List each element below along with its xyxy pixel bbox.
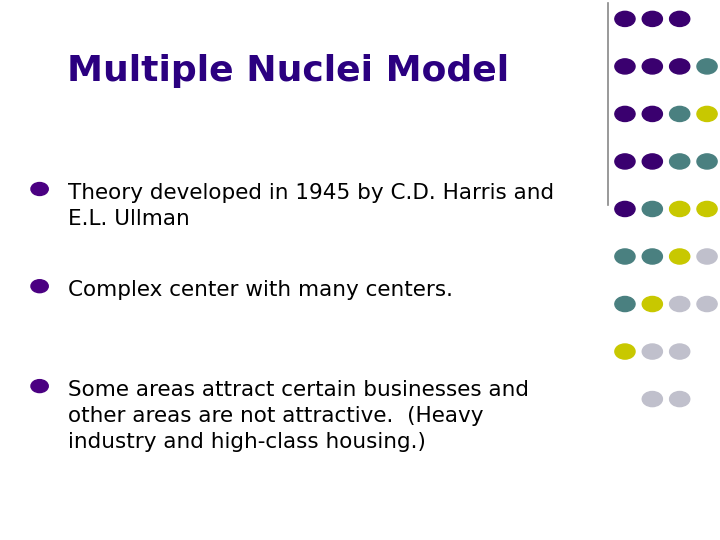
Circle shape xyxy=(642,249,662,264)
Circle shape xyxy=(615,344,635,359)
Circle shape xyxy=(615,249,635,264)
Text: Complex center with many centers.: Complex center with many centers. xyxy=(68,280,454,300)
Circle shape xyxy=(670,154,690,169)
Circle shape xyxy=(670,59,690,74)
Circle shape xyxy=(31,183,48,195)
Circle shape xyxy=(670,201,690,217)
Circle shape xyxy=(697,59,717,74)
Circle shape xyxy=(642,296,662,312)
Circle shape xyxy=(670,106,690,122)
Circle shape xyxy=(615,154,635,169)
Text: Theory developed in 1945 by C.D. Harris and
E.L. Ullman: Theory developed in 1945 by C.D. Harris … xyxy=(68,183,554,229)
Text: Multiple Nuclei Model: Multiple Nuclei Model xyxy=(67,54,509,88)
Circle shape xyxy=(697,154,717,169)
Circle shape xyxy=(670,344,690,359)
Circle shape xyxy=(642,59,662,74)
Circle shape xyxy=(615,59,635,74)
Circle shape xyxy=(642,106,662,122)
Circle shape xyxy=(31,380,48,393)
Circle shape xyxy=(670,392,690,407)
Circle shape xyxy=(642,344,662,359)
Circle shape xyxy=(615,106,635,122)
Circle shape xyxy=(670,249,690,264)
Circle shape xyxy=(697,296,717,312)
Circle shape xyxy=(697,106,717,122)
Circle shape xyxy=(642,11,662,26)
Circle shape xyxy=(642,392,662,407)
Text: Some areas attract certain businesses and
other areas are not attractive.  (Heav: Some areas attract certain businesses an… xyxy=(68,380,529,453)
Circle shape xyxy=(615,11,635,26)
Circle shape xyxy=(670,11,690,26)
Circle shape xyxy=(31,280,48,293)
Circle shape xyxy=(642,201,662,217)
Circle shape xyxy=(697,249,717,264)
Circle shape xyxy=(642,154,662,169)
Circle shape xyxy=(697,201,717,217)
Circle shape xyxy=(615,296,635,312)
Circle shape xyxy=(670,296,690,312)
Circle shape xyxy=(615,201,635,217)
